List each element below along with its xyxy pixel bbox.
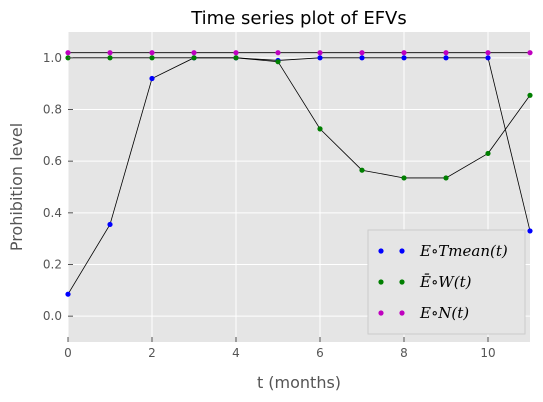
- series-1-point: [65, 292, 70, 297]
- series-2-point: [233, 55, 238, 60]
- series-3-point: [527, 50, 532, 55]
- x-tick-label: 0: [64, 346, 72, 360]
- series-3-point: [485, 50, 490, 55]
- series-2-point: [107, 55, 112, 60]
- series-1-point: [149, 76, 154, 81]
- series-2-point: [401, 175, 406, 180]
- series-2-point: [149, 55, 154, 60]
- y-tick-label: 1.0: [43, 51, 62, 65]
- legend: E∘Tmean(t) Ē∘W(t) E∘N(t): [368, 230, 525, 334]
- y-tick-label: 0.2: [43, 258, 62, 272]
- legend-marker: [378, 248, 383, 253]
- chart-title: Time series plot of EFVs: [190, 8, 407, 29]
- series-1-point: [359, 55, 364, 60]
- x-tick-label: 8: [400, 346, 408, 360]
- series-1-point: [527, 228, 532, 233]
- series-2-point: [359, 168, 364, 173]
- series-3-point: [443, 50, 448, 55]
- series-3-point: [149, 50, 154, 55]
- series-3-point: [233, 50, 238, 55]
- series-1-point: [485, 55, 490, 60]
- series-2-point: [443, 175, 448, 180]
- series-3-point: [191, 50, 196, 55]
- series-1-point: [401, 55, 406, 60]
- x-axis-label: t (months): [257, 373, 341, 392]
- legend-label: E∘Tmean(t): [419, 242, 508, 260]
- x-tick-label: 4: [232, 346, 240, 360]
- series-3-point: [317, 50, 322, 55]
- legend-label: Ē∘W(t): [419, 273, 472, 291]
- series-3-point: [107, 50, 112, 55]
- series-2-point: [527, 93, 532, 98]
- y-axis-label: Prohibition level: [7, 123, 26, 251]
- series-3-point: [401, 50, 406, 55]
- series-2-point: [275, 59, 280, 64]
- legend-marker: [399, 248, 404, 253]
- x-tick-label: 2: [148, 346, 156, 360]
- series-1-point: [107, 222, 112, 227]
- legend-marker: [378, 310, 383, 315]
- series-2-point: [191, 55, 196, 60]
- series-3-point: [65, 50, 70, 55]
- y-tick-label: 0.0: [43, 309, 62, 323]
- series-3-point: [359, 50, 364, 55]
- series-3-point: [275, 50, 280, 55]
- y-tick-label: 0.4: [43, 206, 62, 220]
- legend-marker: [378, 279, 383, 284]
- series-2-point: [317, 126, 322, 131]
- x-tick-label: 6: [316, 346, 324, 360]
- x-tick-label: 10: [480, 346, 495, 360]
- series-2-point: [485, 151, 490, 156]
- legend-label: E∘N(t): [419, 304, 469, 322]
- legend-marker: [399, 310, 404, 315]
- y-tick-label: 0.6: [43, 154, 62, 168]
- series-1-point: [317, 55, 322, 60]
- legend-marker: [399, 279, 404, 284]
- series-1-point: [443, 55, 448, 60]
- y-tick-label: 0.8: [43, 103, 62, 117]
